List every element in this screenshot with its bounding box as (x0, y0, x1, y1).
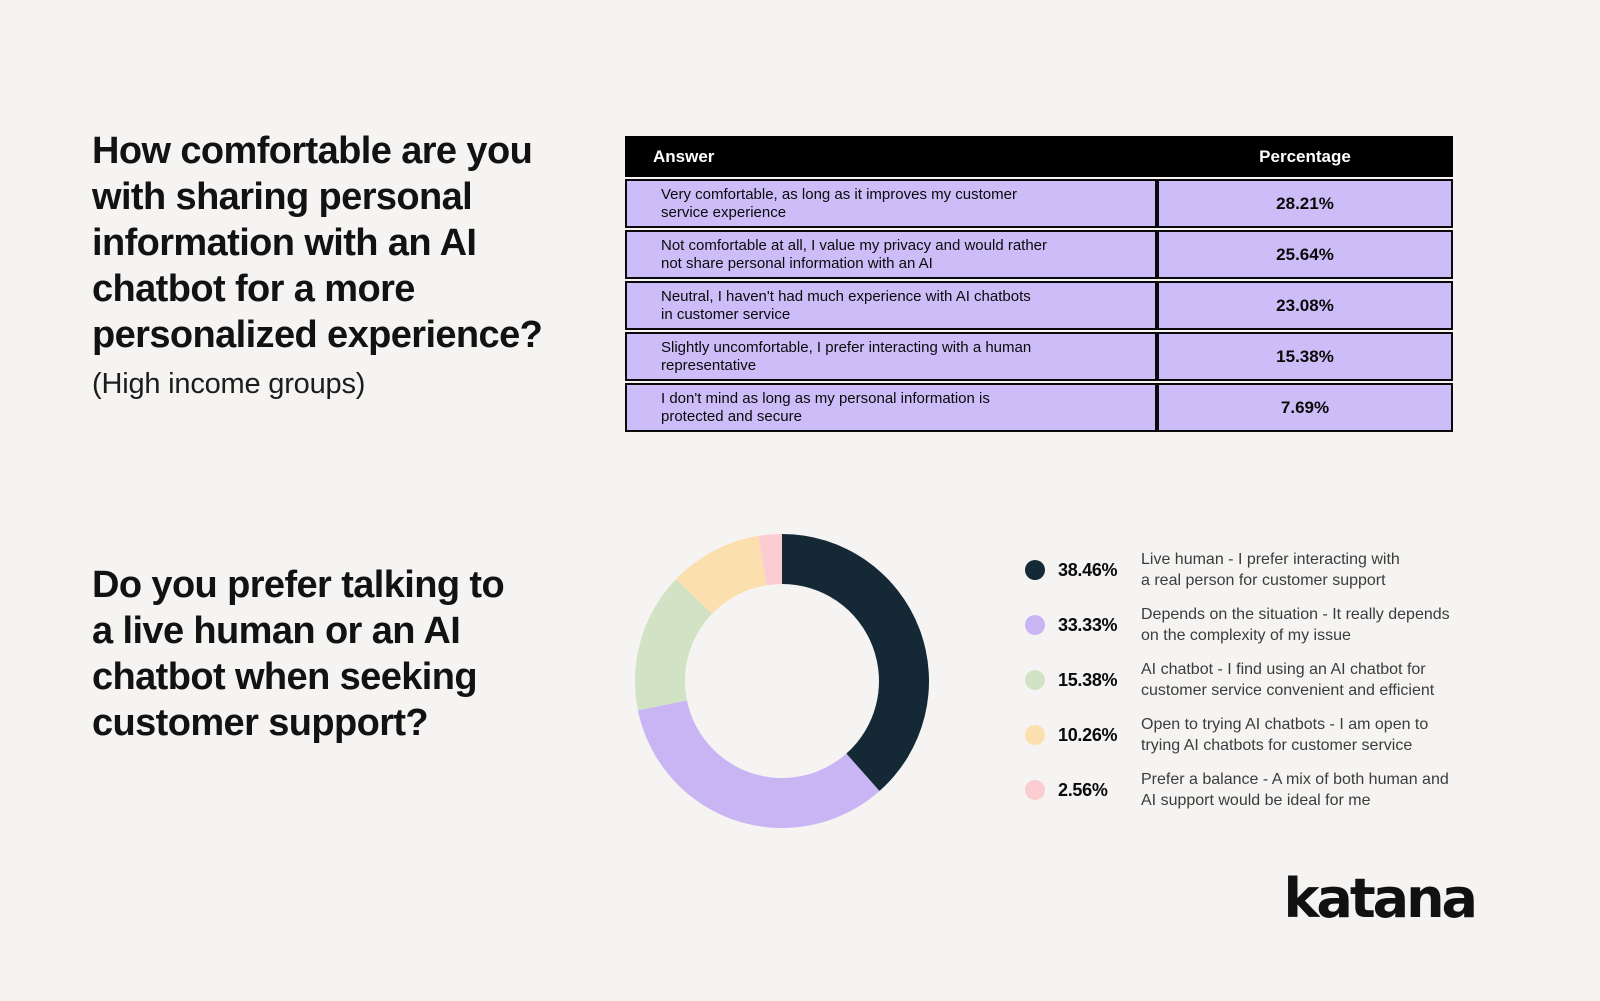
legend-color-dot (1025, 670, 1045, 690)
legend-color-dot (1025, 780, 1045, 800)
table-row: Neutral, I haven't had much experience w… (625, 281, 1453, 330)
answer-cell: Not comfortable at all, I value my priva… (625, 230, 1157, 279)
percentage-cell: 25.64% (1157, 230, 1453, 279)
legend-label: Live human - I prefer interacting with a… (1141, 551, 1400, 589)
chart-legend: 38.46% Live human - I prefer interacting… (1025, 549, 1475, 824)
donut-segment (637, 700, 880, 828)
table-header-row: Answer Percentage (625, 136, 1453, 177)
answer-cell: Very comfortable, as long as it improves… (625, 179, 1157, 228)
legend-item: 38.46% Live human - I prefer interacting… (1025, 549, 1475, 591)
donut-segment (782, 534, 929, 792)
answer-cell: Neutral, I haven't had much experience w… (625, 281, 1157, 330)
legend-percent: 10.26% (1058, 724, 1118, 745)
percentage-cell: 28.21% (1157, 179, 1453, 228)
legend-color-dot (1025, 615, 1045, 635)
donut-segment (635, 579, 713, 711)
answer-cell: Slightly uncomfortable, I prefer interac… (625, 332, 1157, 381)
table-row: Not comfortable at all, I value my priva… (625, 230, 1453, 279)
legend-percent: 15.38% (1058, 669, 1118, 690)
question1-title: How comfortable are you with sharing per… (92, 130, 543, 356)
answers-table: Answer Percentage Very comfortable, as l… (625, 136, 1453, 432)
legend-label: Depends on the situation - It really dep… (1141, 606, 1450, 644)
percentage-cell: 7.69% (1157, 383, 1453, 432)
donut-chart (635, 534, 929, 828)
legend-item: 2.56% Prefer a balance - A mix of both h… (1025, 769, 1475, 811)
legend-color-dot (1025, 560, 1045, 580)
legend-label: AI chatbot - I find using an AI chatbot … (1141, 661, 1435, 699)
percentage-cell: 15.38% (1157, 332, 1453, 381)
legend-item: 15.38% AI chatbot - I find using an AI c… (1025, 659, 1475, 701)
legend-item: 33.33% Depends on the situation - It rea… (1025, 604, 1475, 646)
legend-percent: 33.33% (1058, 614, 1118, 635)
legend-color-dot (1025, 725, 1045, 745)
legend-percent: 38.46% (1058, 559, 1118, 580)
legend-item: 10.26% Open to trying AI chatbots - I am… (1025, 714, 1475, 756)
table-header-percentage: Percentage (1259, 146, 1351, 166)
table-row: Very comfortable, as long as it improves… (625, 179, 1453, 228)
answer-cell: I don't mind as long as my personal info… (625, 383, 1157, 432)
donut-segment (675, 535, 767, 614)
donut-segment (758, 534, 782, 586)
katana-logo: katana (1283, 867, 1478, 930)
table-row: I don't mind as long as my personal info… (625, 383, 1453, 432)
legend-percent: 2.56% (1058, 779, 1108, 800)
question2-title: Do you prefer talking to a live human or… (92, 564, 505, 744)
question1-subtitle: (High income groups) (92, 368, 366, 400)
table-header-answer: Answer (653, 146, 715, 166)
table-row: Slightly uncomfortable, I prefer interac… (625, 332, 1453, 381)
legend-label: Open to trying AI chatbots - I am open t… (1141, 716, 1429, 754)
legend-label: Prefer a balance - A mix of both human a… (1141, 771, 1449, 809)
percentage-cell: 23.08% (1157, 281, 1453, 330)
